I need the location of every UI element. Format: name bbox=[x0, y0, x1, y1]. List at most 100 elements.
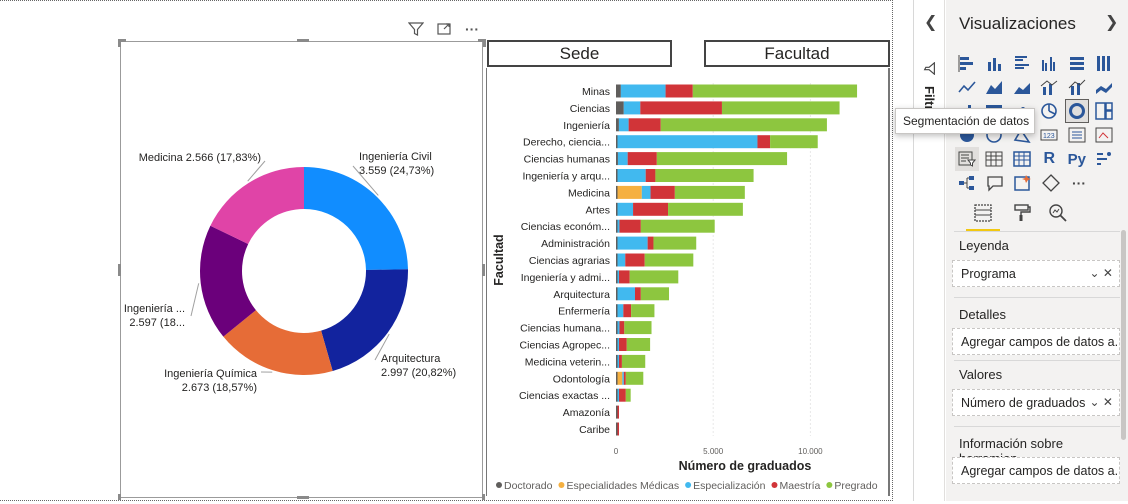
bar-segment[interactable] bbox=[668, 203, 743, 216]
bar-segment[interactable] bbox=[666, 85, 693, 98]
bar-segment[interactable] bbox=[618, 389, 620, 402]
ribbon-chart-icon[interactable] bbox=[1093, 75, 1117, 99]
bar-segment[interactable] bbox=[616, 85, 621, 98]
bar-segment[interactable] bbox=[640, 101, 722, 114]
bar-segment[interactable] bbox=[616, 169, 618, 182]
analytics-magnifier-icon[interactable] bbox=[1044, 199, 1072, 227]
bar-segment[interactable] bbox=[619, 270, 630, 283]
chevron-right-icon[interactable]: ❯ bbox=[1105, 12, 1118, 32]
bar-segment[interactable] bbox=[631, 304, 654, 317]
stacked-column-chart-icon[interactable] bbox=[983, 51, 1007, 75]
area-chart-icon[interactable] bbox=[983, 75, 1007, 99]
bar-segment[interactable] bbox=[661, 118, 827, 131]
bar-segment[interactable] bbox=[616, 270, 618, 283]
stacked-area-chart-icon[interactable] bbox=[1010, 75, 1034, 99]
bar-segment[interactable] bbox=[655, 169, 753, 182]
bar-segment[interactable] bbox=[619, 118, 629, 131]
bar-segment[interactable] bbox=[616, 355, 618, 368]
bar-segment[interactable] bbox=[616, 254, 618, 267]
bar-segment[interactable] bbox=[641, 287, 669, 300]
bar-segment[interactable] bbox=[646, 169, 656, 182]
bar-segment[interactable] bbox=[625, 254, 644, 267]
donut-chart-icon[interactable] bbox=[1065, 99, 1089, 123]
bar-segment[interactable] bbox=[693, 85, 857, 98]
key-influencers-icon[interactable] bbox=[1093, 147, 1117, 171]
bar-segment[interactable] bbox=[618, 338, 620, 351]
bar-segment[interactable] bbox=[618, 321, 620, 334]
legend-label[interactable]: Especialización bbox=[693, 480, 766, 492]
legend-label[interactable]: Pregrado bbox=[834, 480, 877, 492]
multi-row-card-icon[interactable] bbox=[1065, 123, 1089, 147]
100-stacked-bar-icon[interactable] bbox=[1065, 51, 1089, 75]
bar-segment[interactable] bbox=[648, 237, 654, 250]
tooltips-field-well[interactable]: Agregar campos de datos a... bbox=[952, 457, 1120, 484]
bar-segment[interactable] bbox=[618, 287, 635, 300]
bar-segment[interactable] bbox=[624, 321, 651, 334]
python-visual-icon[interactable]: Py bbox=[1065, 147, 1089, 171]
bar-segment[interactable] bbox=[619, 321, 624, 334]
resize-handle[interactable] bbox=[483, 39, 486, 47]
bar-segment[interactable] bbox=[616, 304, 618, 317]
clustered-column-chart-icon[interactable] bbox=[1038, 51, 1062, 75]
bar-segment[interactable] bbox=[626, 389, 631, 402]
viz-pane-scrollbar[interactable] bbox=[1121, 230, 1126, 440]
bar-segment[interactable] bbox=[618, 254, 626, 267]
slicer-icon[interactable] bbox=[955, 147, 979, 171]
focus-mode-icon[interactable] bbox=[436, 21, 452, 37]
resize-handle[interactable] bbox=[297, 496, 309, 499]
bar-segment[interactable] bbox=[616, 186, 618, 199]
100-stacked-column-icon[interactable] bbox=[1093, 51, 1117, 75]
smart-narrative-icon[interactable] bbox=[1011, 171, 1035, 195]
bar-segment[interactable] bbox=[626, 372, 643, 385]
resize-handle[interactable] bbox=[118, 264, 121, 276]
bar-segment[interactable] bbox=[628, 152, 657, 165]
bar-segment[interactable] bbox=[616, 372, 618, 385]
bar-segment[interactable] bbox=[618, 372, 623, 385]
fields-tab-icon[interactable] bbox=[969, 199, 997, 227]
bar-segment[interactable] bbox=[616, 220, 618, 233]
bar-segment[interactable] bbox=[616, 118, 619, 131]
card-icon[interactable]: 123 bbox=[1038, 123, 1062, 147]
bar-segment[interactable] bbox=[622, 372, 624, 385]
bar-segment[interactable] bbox=[616, 406, 618, 419]
bar-segment[interactable] bbox=[616, 389, 618, 402]
bar-segment[interactable] bbox=[623, 304, 631, 317]
bar-segment[interactable] bbox=[645, 254, 694, 267]
bar-segment[interactable] bbox=[616, 423, 618, 436]
bar-segment[interactable] bbox=[619, 220, 640, 233]
bar-segment[interactable] bbox=[618, 220, 620, 233]
bar-segment[interactable] bbox=[618, 237, 648, 250]
bar-segment[interactable] bbox=[622, 355, 645, 368]
bar-segment[interactable] bbox=[619, 338, 627, 351]
bar-segment[interactable] bbox=[618, 406, 620, 419]
chevron-left-icon[interactable]: ❮ bbox=[924, 12, 937, 32]
resize-handle[interactable] bbox=[482, 264, 485, 276]
bar-segment[interactable] bbox=[616, 101, 624, 114]
stacked-bar-chart-icon[interactable] bbox=[955, 51, 979, 75]
kpi-icon[interactable] bbox=[1093, 123, 1117, 147]
resize-handle[interactable] bbox=[118, 39, 121, 47]
more-visuals-icon[interactable]: ··· bbox=[1067, 171, 1091, 195]
line-clustered-column-icon[interactable] bbox=[1038, 75, 1062, 99]
bar-segment[interactable] bbox=[618, 135, 758, 148]
bar-segment[interactable] bbox=[627, 338, 650, 351]
bar-segment[interactable] bbox=[642, 186, 651, 199]
bar-segment[interactable] bbox=[618, 355, 620, 368]
filters-pane-collapsed[interactable]: ❮ Filtros bbox=[914, 0, 945, 501]
treemap-icon[interactable] bbox=[1093, 99, 1117, 123]
filter-icon[interactable] bbox=[408, 21, 424, 37]
bar-segment[interactable] bbox=[618, 169, 646, 182]
qa-visual-icon[interactable] bbox=[983, 171, 1007, 195]
bar-segment[interactable] bbox=[619, 355, 622, 368]
bar-segment[interactable] bbox=[616, 321, 618, 334]
clustered-bar-chart-icon[interactable] bbox=[1010, 51, 1034, 75]
bar-segment[interactable] bbox=[633, 203, 668, 216]
bar-segment[interactable] bbox=[621, 85, 666, 98]
bar-segment[interactable] bbox=[657, 152, 787, 165]
donut-slice[interactable] bbox=[210, 167, 304, 244]
bar-segment[interactable] bbox=[618, 304, 624, 317]
format-paint-roller-icon[interactable] bbox=[1008, 199, 1036, 227]
bar-segment[interactable] bbox=[616, 287, 618, 300]
bar-segment[interactable] bbox=[618, 270, 620, 283]
